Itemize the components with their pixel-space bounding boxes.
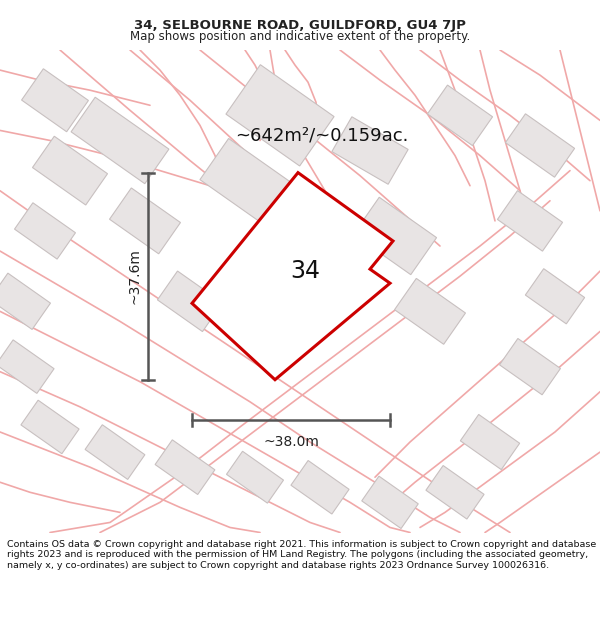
Text: ~37.6m: ~37.6m (127, 248, 141, 304)
Text: 34: 34 (290, 259, 320, 283)
Polygon shape (155, 440, 215, 494)
Polygon shape (0, 340, 54, 393)
Polygon shape (200, 139, 290, 223)
Polygon shape (22, 69, 88, 132)
Polygon shape (427, 85, 493, 146)
Polygon shape (395, 278, 466, 344)
Polygon shape (497, 191, 563, 251)
Polygon shape (226, 65, 334, 166)
Polygon shape (110, 188, 181, 254)
Polygon shape (332, 117, 408, 184)
Polygon shape (157, 271, 223, 332)
Text: 34, SELBOURNE ROAD, GUILDFORD, GU4 7JP: 34, SELBOURNE ROAD, GUILDFORD, GU4 7JP (134, 19, 466, 32)
Polygon shape (500, 339, 560, 395)
Polygon shape (362, 476, 418, 529)
Polygon shape (71, 98, 169, 184)
Polygon shape (85, 425, 145, 479)
Text: ~38.0m: ~38.0m (263, 435, 319, 449)
Polygon shape (505, 114, 575, 178)
Polygon shape (526, 269, 584, 324)
Polygon shape (291, 461, 349, 514)
Polygon shape (14, 202, 76, 259)
Polygon shape (0, 273, 50, 329)
Polygon shape (226, 451, 284, 503)
Text: Contains OS data © Crown copyright and database right 2021. This information is : Contains OS data © Crown copyright and d… (7, 540, 596, 570)
Polygon shape (426, 466, 484, 519)
Polygon shape (21, 400, 79, 454)
Polygon shape (192, 173, 393, 380)
Polygon shape (32, 136, 107, 205)
Polygon shape (353, 198, 437, 274)
Text: Map shows position and indicative extent of the property.: Map shows position and indicative extent… (130, 30, 470, 43)
Text: ~642m²/~0.159ac.: ~642m²/~0.159ac. (235, 126, 409, 144)
Polygon shape (460, 414, 520, 469)
